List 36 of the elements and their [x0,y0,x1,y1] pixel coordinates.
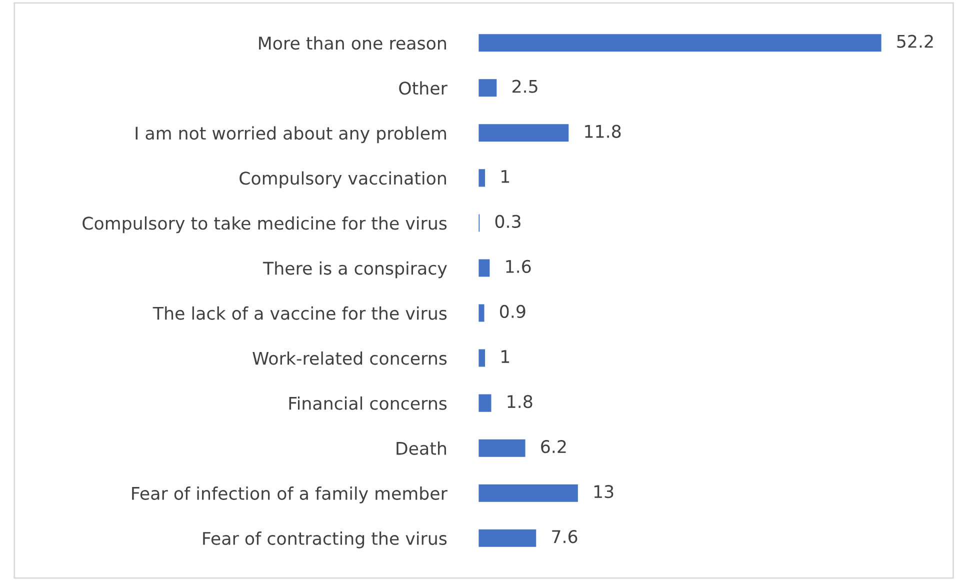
data-label: 1 [502,170,510,183]
data-label: 0.3 [495,214,520,228]
bar [478,212,482,234]
data-label: 7.6 [552,530,578,544]
data-label: 11.8 [585,124,621,138]
bar [478,392,493,414]
y-tick-label: Work-related concerns [252,351,447,365]
bar [478,32,882,53]
data-label: 1 [502,350,510,363]
bar [478,438,527,458]
data-label: 0.9 [500,304,526,318]
y-tick-label: Fear of infection of a family member [132,486,448,504]
y-tick-label: Death [396,442,446,455]
y-tick-label: Compulsory to take medicine for the virus [82,216,447,234]
data-label: 1.6 [506,260,531,274]
y-tick-label: I am not worried about any problem [136,126,446,144]
data-label: 1.8 [508,394,532,408]
y-tick-label: Fear of contracting the virus [203,532,447,548]
y-tick-label: More than one reason [259,36,446,50]
data-label: 6.2 [541,440,566,454]
y-tick-label: Compulsory vaccination [240,171,446,188]
data-label: 52.2 [897,34,933,48]
data-label: 13 [594,485,614,498]
bar [478,78,498,98]
bar [478,122,570,144]
data-label: 2.5 [512,80,538,93]
bar [478,528,538,548]
bar [478,302,486,324]
y-tick-label: Financial concerns [289,396,447,410]
bar [478,482,580,504]
bar [478,168,486,188]
y-tick-label: The lack of a vaccine for the virus [152,306,447,320]
bar [478,348,486,368]
y-tick-label: Other [399,81,448,95]
bar [478,258,492,278]
y-tick-label: There is a conspiracy [262,261,447,278]
